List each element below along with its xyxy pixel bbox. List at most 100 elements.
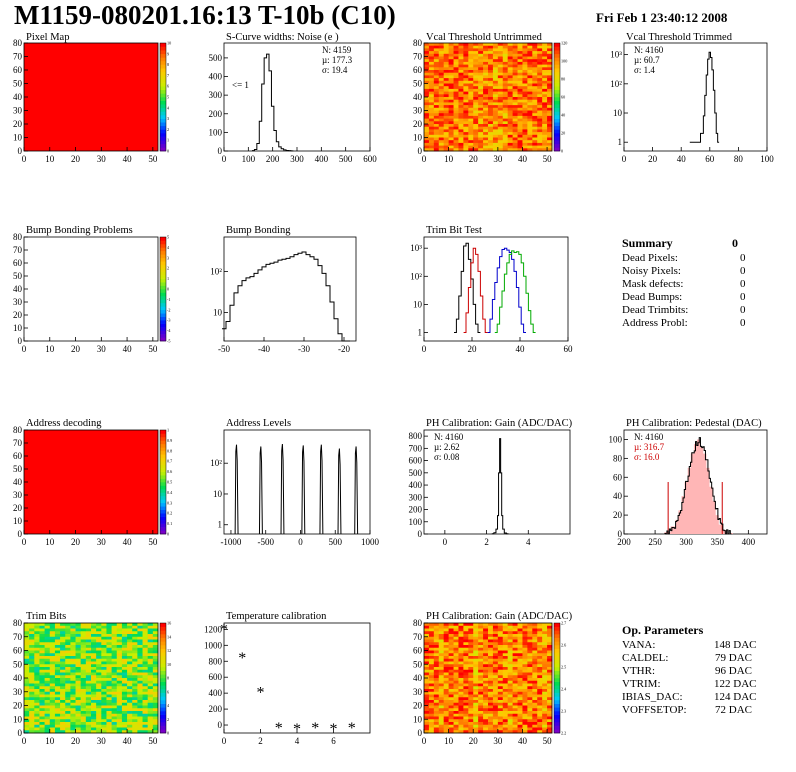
heatmap-cell: [75, 653, 82, 657]
heatmap-cell: [537, 67, 543, 71]
heatmap-cell: [127, 719, 133, 723]
heatmap-cell: [111, 639, 118, 643]
heatmap-cell: [502, 672, 509, 676]
heatmap-cell: [507, 686, 514, 690]
heatmap-cell: [453, 636, 459, 640]
heatmap-cell: [507, 134, 514, 138]
heatmap-cell: [492, 691, 499, 695]
heatmap-cell: [542, 115, 548, 119]
heatmap-cell: [111, 675, 118, 679]
heatmap-cell: [448, 667, 454, 671]
heatmap-cell: [532, 664, 538, 668]
heatmap-cell: [433, 683, 440, 687]
x-tick-label: 400: [315, 154, 329, 164]
colorbar-segment: [160, 330, 166, 335]
heatmap-cell: [532, 59, 538, 63]
heatmap-cell: [463, 724, 469, 728]
heatmap-cell: [443, 99, 450, 103]
colorbar-segment: [554, 667, 560, 671]
heatmap-cell: [424, 70, 430, 74]
heatmap-cell: [428, 724, 435, 728]
y-tick-label: 30: [13, 490, 23, 500]
heatmap-cell: [532, 142, 538, 146]
heatmap-cell: [75, 694, 82, 698]
heatmap-cell: [448, 59, 454, 63]
heatmap-cell: [547, 91, 553, 95]
x-tick-label: 60: [705, 154, 715, 164]
page-title: M1159-080201.16:13 T-10b (C10): [14, 0, 396, 30]
heatmap-cell: [424, 118, 430, 122]
heatmap-cell: [29, 667, 35, 671]
heatmap-cell: [547, 97, 553, 101]
heatmap-cell: [65, 625, 71, 629]
heatmap-cell: [65, 686, 71, 690]
heatmap-cell: [142, 650, 149, 654]
heatmap-cell: [512, 88, 518, 92]
heatmap-cell: [96, 716, 102, 720]
heatmap-cell: [24, 719, 30, 723]
heatmap-cell: [44, 680, 51, 684]
heatmap-cell: [517, 678, 523, 682]
heatmap-cell: [91, 625, 97, 629]
heatmap-cell: [507, 45, 514, 49]
heatmap-cell: [537, 64, 543, 68]
heatmap-cell: [433, 105, 440, 109]
plot-frame: [423, 429, 571, 535]
heatmap-cell: [438, 107, 445, 111]
heatmap-cell: [507, 126, 514, 130]
heatmap-cell: [433, 51, 440, 55]
heatmap-cell: [507, 645, 514, 649]
colorbar-tick-label: 4: [167, 703, 170, 708]
heatmap-cell: [49, 727, 56, 731]
y-tick-label: 80: [413, 618, 423, 628]
chart-title: PH Calibration: Gain (ADC/DAC): [426, 611, 573, 622]
colorbar-segment: [160, 461, 166, 465]
heatmap-cell: [463, 115, 469, 119]
heatmap-cell: [75, 625, 82, 629]
heatmap-cell: [547, 105, 553, 109]
heatmap-cell: [428, 105, 435, 109]
heatmap-cell: [522, 91, 528, 95]
heatmap-cell: [497, 110, 504, 114]
heatmap-cell: [497, 653, 504, 657]
heatmap-cell: [463, 64, 469, 68]
colorbar-segment: [160, 107, 166, 112]
heatmap-cell: [85, 672, 92, 676]
heatmap-cell: [147, 700, 154, 704]
heatmap-cell: [517, 70, 523, 74]
heatmap-cell: [463, 88, 469, 92]
heatmap-cell: [152, 642, 159, 646]
heatmap-cell: [492, 700, 499, 704]
heatmap-cell: [512, 722, 518, 726]
heatmap-cell: [463, 102, 469, 106]
colorbar-segment: [160, 499, 166, 504]
y-tick-label: 40: [13, 284, 23, 294]
heatmap-cell: [512, 650, 518, 654]
heatmap-cell: [478, 94, 484, 98]
heatmap-cell: [458, 113, 464, 117]
heatmap-cell: [492, 623, 499, 627]
op-param-label: VTHR:: [622, 665, 655, 677]
heatmap-cell: [438, 694, 445, 698]
heatmap-cell: [468, 697, 474, 701]
heatmap-cell: [29, 634, 35, 638]
heatmap-cell: [116, 647, 123, 651]
heatmap-cell: [24, 634, 30, 638]
heatmap-cell: [532, 78, 538, 82]
heatmap-cell: [488, 53, 494, 57]
heatmap-cell: [532, 99, 538, 103]
heatmap-cell: [547, 86, 553, 90]
heatmap-cell: [512, 132, 518, 136]
heatmap-cell: [448, 639, 454, 643]
heatmap-cell: [448, 730, 454, 734]
heatmap-cell: [483, 623, 489, 627]
heatmap-cell: [473, 730, 479, 734]
x-tick-label: 50: [148, 537, 158, 547]
heatmap-cell: [512, 129, 518, 133]
heatmap-cell: [483, 724, 489, 728]
heatmap-cell: [473, 642, 479, 646]
heatmap-cell: [458, 697, 464, 701]
heatmap-cell: [433, 78, 440, 82]
heatmap-cell: [532, 61, 538, 65]
heatmap-cell: [547, 661, 553, 665]
